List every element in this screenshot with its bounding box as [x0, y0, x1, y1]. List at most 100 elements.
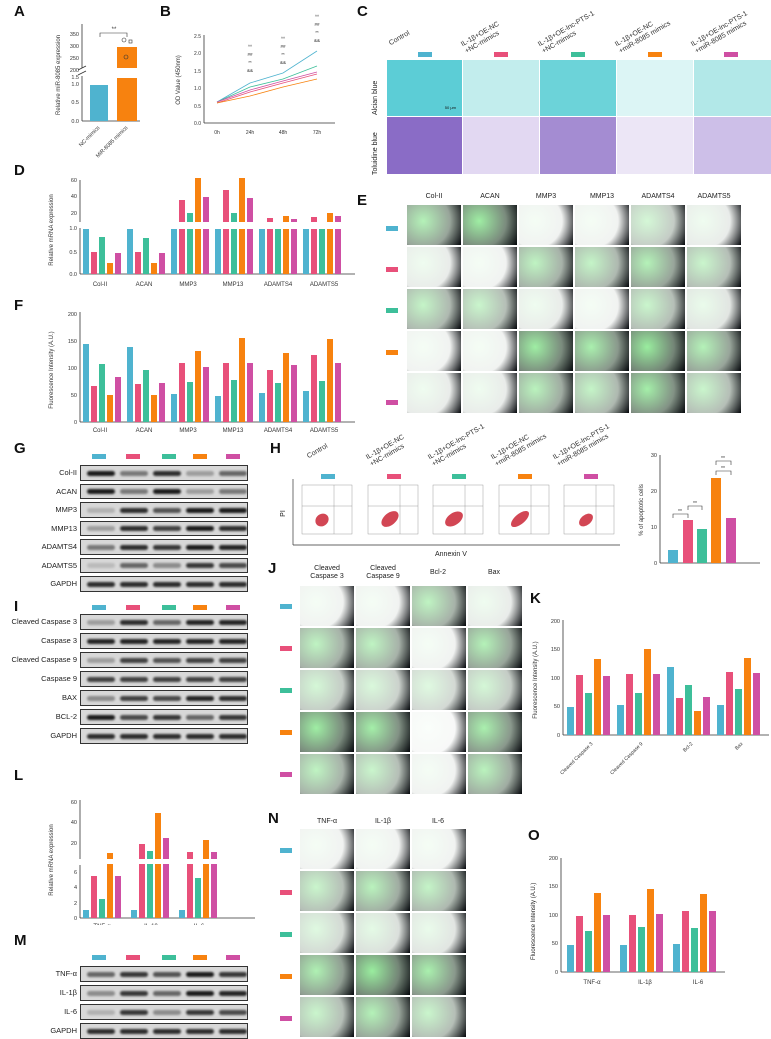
- svg-text:300: 300: [70, 44, 79, 50]
- h-group-label-control: Control: [306, 442, 330, 461]
- image-toluidine-oe-nc: [463, 117, 539, 174]
- blot-strip: [80, 709, 248, 725]
- blot-band: [120, 563, 148, 569]
- fluorescence-image: [575, 331, 629, 371]
- blot-band: [120, 581, 148, 587]
- fluorescence-image: [356, 754, 410, 794]
- chart-b-od-value: 0.0 0.5 1.0 1.5 2.0 2.5 0h 24h 48h 72h OD Value …: [170, 10, 350, 150]
- group-swatch-control: [418, 52, 432, 57]
- blot-row-label: ADAMTS4: [41, 542, 77, 551]
- fluorescence-image: [575, 247, 629, 287]
- blot-band: [219, 696, 247, 701]
- group-label-oe-nc-nc-mimics: IL-1β+OE-NC +NC-mimics: [460, 20, 501, 56]
- group-label-oe-nc-mir-mimics: IL-1β+OE-NC +miR-8085 mimics: [614, 19, 672, 56]
- row-swatch-control: [386, 226, 398, 231]
- n-swatch-oe-lnc: [280, 932, 292, 937]
- svg-text:Bcl-2: Bcl-2: [682, 741, 694, 753]
- row-swatch-oe-lnc: [386, 308, 398, 313]
- blot-strip: [80, 1004, 248, 1020]
- j-col-cleaved-casp3: Cleaved Caspase 3: [310, 565, 344, 580]
- fluorescence-image: [412, 586, 466, 626]
- svg-text:50: 50: [71, 393, 77, 399]
- fluorescence-image: [687, 289, 741, 329]
- fluorescence-image: [412, 871, 466, 911]
- svg-text:% of apoptotic cells: % of apoptotic cells: [639, 484, 645, 536]
- svg-text:Col-II: Col-II: [93, 428, 108, 434]
- panel-n-fluorescence: TNF-α IL-1β IL-6: [280, 815, 480, 1037]
- blot-band: [87, 696, 115, 701]
- fluorescence-image: [519, 205, 573, 245]
- blot-band: [219, 734, 247, 739]
- blot-i-swatch-oe-nc: [126, 605, 140, 610]
- blot-band: [87, 563, 115, 569]
- n-swatch-oe-nc: [280, 890, 292, 895]
- svg-text:IL-1β: IL-1β: [638, 980, 652, 986]
- svg-text:0: 0: [74, 916, 77, 922]
- svg-text:200: 200: [551, 619, 560, 625]
- blot-band: [186, 489, 214, 495]
- blot-band: [186, 544, 214, 550]
- blot-band: [87, 544, 115, 550]
- fluorescence-image: [356, 997, 410, 1037]
- fluorescence-image: [356, 871, 410, 911]
- blot-band: [120, 677, 148, 682]
- fluorescence-image: [356, 586, 410, 626]
- blot-strip: [80, 671, 248, 687]
- blot-i-swatch-control: [92, 605, 106, 610]
- fluorescence-image: [300, 712, 354, 752]
- svg-text:24h: 24h: [246, 130, 255, 136]
- fluorescence-image: [412, 829, 466, 869]
- blot-band: [87, 972, 115, 977]
- fluorescence-image: [687, 373, 741, 413]
- svg-text:0.5: 0.5: [71, 100, 79, 106]
- blot-m-swatch-oe-lnc: [162, 955, 176, 960]
- blot-band: [219, 658, 247, 663]
- fluorescence-image: [412, 670, 466, 710]
- h-ylabel: PI: [279, 510, 287, 517]
- blot-band: [120, 526, 148, 532]
- svg-text:0: 0: [654, 561, 657, 567]
- blot-band: [153, 991, 181, 996]
- blot-band: [120, 470, 148, 476]
- blot-row-label: Caspase 3: [41, 636, 77, 645]
- svg-text:ACAN: ACAN: [136, 428, 153, 434]
- j-col-cleaved-casp9: Cleaved Caspase 9: [366, 565, 400, 580]
- h-group-label-oe-nc-mir: IL-1β+OE-NC +miR-8085 mimics: [490, 432, 548, 469]
- blot-band: [87, 489, 115, 495]
- svg-text:250: 250: [70, 56, 79, 62]
- blot-band: [153, 696, 181, 701]
- svg-text:IL-6: IL-6: [693, 980, 704, 986]
- blot-band: [153, 658, 181, 663]
- col-head-mmp13: MMP13: [589, 193, 615, 200]
- blot-row-label: BCL-2: [55, 712, 77, 721]
- o-ylabel: Fluorescence Intensity (A.U.): [531, 882, 537, 960]
- svg-text:0: 0: [74, 420, 77, 426]
- blot-band: [153, 470, 181, 476]
- blot-band: [153, 677, 181, 682]
- fluorescence-image: [631, 205, 685, 245]
- j-swatch-oe-nc-mir: [280, 730, 292, 735]
- j-swatch-oe-lnc: [280, 688, 292, 693]
- svg-text:Bax: Bax: [734, 741, 745, 752]
- chart-o-inflammatory-fluorescence: 0 50 100 150 200 TNF-α IL-1β IL-6 Fluorescence…: [531, 850, 771, 1000]
- blot-band: [153, 1029, 181, 1034]
- fluorescence-image: [631, 289, 685, 329]
- svg-text:##: ##: [280, 44, 286, 49]
- svg-text:2.0: 2.0: [194, 51, 201, 57]
- fluorescence-image: [468, 628, 522, 668]
- svg-text:0h: 0h: [214, 130, 220, 136]
- blot-strip: [80, 652, 248, 668]
- h-swatch-oe-lnc: [452, 474, 466, 479]
- group-label-oe-lnc-nc-mimics: IL-1β+OE-lnc-PTS-1 +NC-mimics: [537, 10, 596, 56]
- fluorescence-image: [687, 331, 741, 371]
- blot-band: [87, 581, 115, 587]
- blot-g-swatch-oe-lnc-mir: [226, 454, 240, 459]
- fluorescence-image: [300, 829, 354, 869]
- fluorescence-image: [463, 205, 517, 245]
- fluorescence-image: [407, 331, 461, 371]
- blot-band: [87, 620, 115, 625]
- fluorescence-image: [300, 670, 354, 710]
- fluorescence-image: [631, 331, 685, 371]
- blot-band: [186, 1010, 214, 1015]
- blot-g-swatch-control: [92, 454, 106, 459]
